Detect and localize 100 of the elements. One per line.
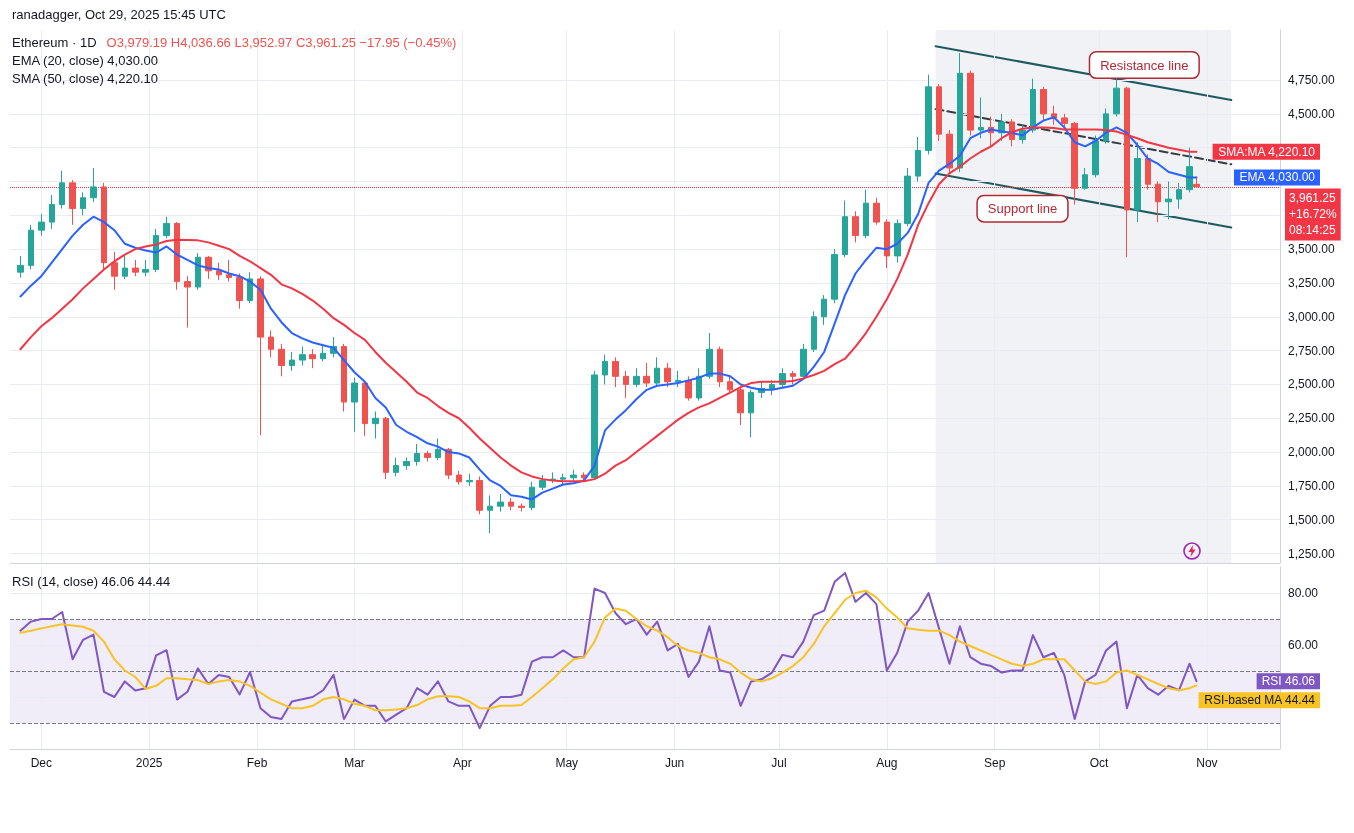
candlestick bbox=[946, 129, 953, 174]
candlestick bbox=[623, 370, 629, 399]
candlestick bbox=[570, 469, 577, 481]
candlestick bbox=[362, 381, 368, 437]
candlestick bbox=[852, 210, 859, 243]
candlestick bbox=[49, 194, 55, 230]
candlestick bbox=[560, 473, 566, 487]
candlestick bbox=[289, 351, 295, 372]
candlestick bbox=[664, 362, 671, 388]
y-tick-label: 3,250.00 bbox=[1288, 275, 1336, 290]
candlestick bbox=[1040, 86, 1047, 122]
y-tick-label: 2,000.00 bbox=[1288, 445, 1336, 460]
x-tick-label: Oct bbox=[1089, 756, 1110, 770]
x-tick-label: Feb bbox=[246, 756, 268, 770]
candlestick bbox=[80, 191, 86, 216]
candlestick bbox=[487, 494, 493, 534]
candlestick bbox=[456, 470, 462, 486]
candlestick bbox=[445, 447, 452, 480]
candlestick bbox=[1186, 147, 1193, 193]
candlestick bbox=[90, 167, 97, 203]
text: SMA:MA 4,220.10 bbox=[1218, 144, 1315, 159]
candlestick bbox=[278, 343, 285, 377]
candlestick bbox=[216, 262, 222, 281]
y-tick-label: 80.00 bbox=[1288, 586, 1319, 600]
candlestick bbox=[894, 218, 901, 264]
candlestick bbox=[643, 362, 650, 388]
candlestick bbox=[508, 497, 514, 511]
candlestick bbox=[59, 170, 65, 210]
candlestick bbox=[1134, 141, 1141, 223]
candlestick bbox=[529, 481, 535, 511]
candlestick bbox=[257, 275, 264, 436]
candlestick bbox=[111, 251, 118, 291]
candlestick bbox=[163, 216, 170, 239]
candlestick bbox=[17, 255, 24, 279]
annotation: SMA (50, close) 4,220.10 bbox=[12, 71, 158, 86]
candlestick bbox=[790, 370, 796, 385]
candlestick bbox=[936, 83, 942, 142]
candlestick bbox=[821, 294, 827, 326]
y-tick-label: 60.00 bbox=[1288, 638, 1319, 652]
chart-subtitle: ranadagger, Oct 29, 2025 15:45 UTC bbox=[12, 7, 226, 22]
x-tick-label: Jul bbox=[771, 756, 787, 770]
candlestick bbox=[1030, 78, 1036, 134]
x-tick-label: 2025 bbox=[135, 756, 163, 770]
candlestick bbox=[842, 199, 848, 258]
candlestick bbox=[748, 389, 754, 438]
candlestick bbox=[226, 259, 232, 283]
candlestick bbox=[268, 329, 274, 358]
candlestick bbox=[1124, 86, 1130, 258]
candlestick bbox=[1082, 167, 1088, 191]
candlestick bbox=[633, 367, 640, 388]
candlestick bbox=[435, 438, 441, 461]
candlestick bbox=[28, 224, 34, 270]
candlestick bbox=[737, 386, 744, 426]
text: RSI-based MA 44.44 bbox=[1204, 693, 1315, 708]
text: RSI (14, close) 46.06 44.44 bbox=[12, 574, 171, 589]
y-tick-label: 4,750.00 bbox=[1288, 73, 1336, 88]
x-tick-label: Apr bbox=[452, 756, 472, 770]
candlestick bbox=[383, 416, 389, 480]
candlestick bbox=[299, 346, 306, 366]
candlestick bbox=[800, 343, 807, 380]
candlestick bbox=[236, 273, 243, 310]
text: EMA 4,030.00 bbox=[1239, 170, 1315, 185]
x-tick-label: Dec bbox=[30, 756, 52, 770]
y-tick-label: 1,500.00 bbox=[1288, 512, 1336, 527]
candlestick bbox=[309, 348, 316, 369]
candlestick bbox=[1155, 181, 1161, 223]
candlestick bbox=[873, 197, 880, 226]
candlestick bbox=[727, 375, 733, 394]
candlestick bbox=[351, 377, 358, 433]
candlestick bbox=[476, 475, 483, 515]
candlestick bbox=[706, 332, 713, 380]
candlestick bbox=[612, 356, 619, 388]
candlestick bbox=[1113, 78, 1120, 118]
candlestick bbox=[1145, 153, 1151, 191]
y-tick-label: 2,500.00 bbox=[1288, 377, 1336, 392]
y-tick-label: 1,250.00 bbox=[1288, 546, 1336, 561]
candlestick bbox=[915, 136, 921, 183]
candlestick bbox=[393, 456, 399, 477]
candlestick bbox=[372, 410, 379, 440]
candlestick bbox=[1071, 121, 1078, 206]
candlestick bbox=[863, 189, 869, 239]
x-tick-label: Nov bbox=[1196, 756, 1218, 770]
x-tick-label: Mar bbox=[344, 756, 365, 770]
candlestick bbox=[195, 252, 201, 291]
candlestick bbox=[497, 493, 504, 513]
x-tick-label: Jun bbox=[664, 756, 685, 770]
candlestick bbox=[414, 443, 420, 467]
y-tick-label: 1,750.00 bbox=[1288, 478, 1336, 493]
candlestick bbox=[466, 473, 473, 487]
candlestick bbox=[1176, 182, 1182, 210]
candlestick bbox=[101, 182, 107, 270]
candlestick bbox=[602, 354, 608, 385]
candlestick bbox=[69, 179, 76, 226]
candlestick bbox=[1061, 113, 1068, 128]
line-series bbox=[19, 589, 1198, 712]
candlestick bbox=[174, 221, 180, 291]
candlestick bbox=[1193, 176, 1200, 189]
candlestick bbox=[769, 379, 775, 396]
ref-line-label: 3,961.25 +16.72% 08:14:25 bbox=[1289, 191, 1338, 238]
candlestick bbox=[957, 52, 963, 173]
